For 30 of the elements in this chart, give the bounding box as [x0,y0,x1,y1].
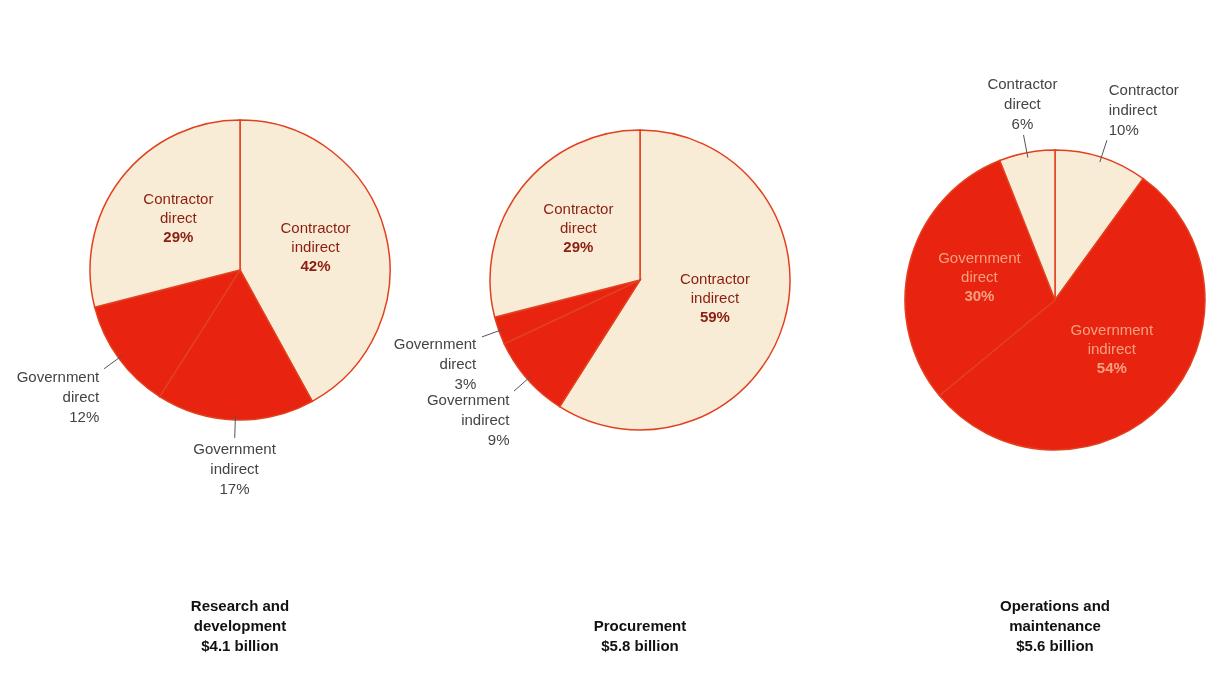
text: Operations and maintenance [999,597,1111,634]
data-label: 54% [1096,359,1127,377]
text: Procurement [593,617,687,634]
slice-label: Contractor direct [543,200,614,237]
slice-label: Contractor direct [987,75,1058,113]
slice-label: Contractor direct [143,190,214,227]
slice-label: Government indirect [193,439,277,477]
data-label: 30% [964,286,995,304]
slice-label: Contractor indirect [679,269,750,306]
slice-label: Government direct [938,248,1022,285]
data-label: 10% [1108,120,1139,138]
data-label: 6% [1011,115,1034,133]
data-label: 29% [163,228,194,246]
slice-label: Contractor indirect [280,218,351,255]
text: $5.8 billion [601,637,679,654]
slice-label: Government indirect [1070,321,1154,358]
text: $4.1 billion [201,637,279,654]
data-label: 12% [69,408,100,426]
slice-label: Government direct [16,368,101,406]
slice-label: Contractor indirect [1108,80,1179,118]
data-label: 42% [300,256,331,274]
text: Research and development [190,597,290,634]
data-label: 17% [219,479,250,497]
slice-label: Government direct [393,334,478,372]
data-label: 59% [699,307,730,325]
text: $5.6 billion [1016,637,1094,654]
data-label: 29% [563,238,594,256]
data-label: 3% [454,374,477,392]
data-label: 9% [487,431,510,449]
slice-label: Government indirect [426,391,511,429]
